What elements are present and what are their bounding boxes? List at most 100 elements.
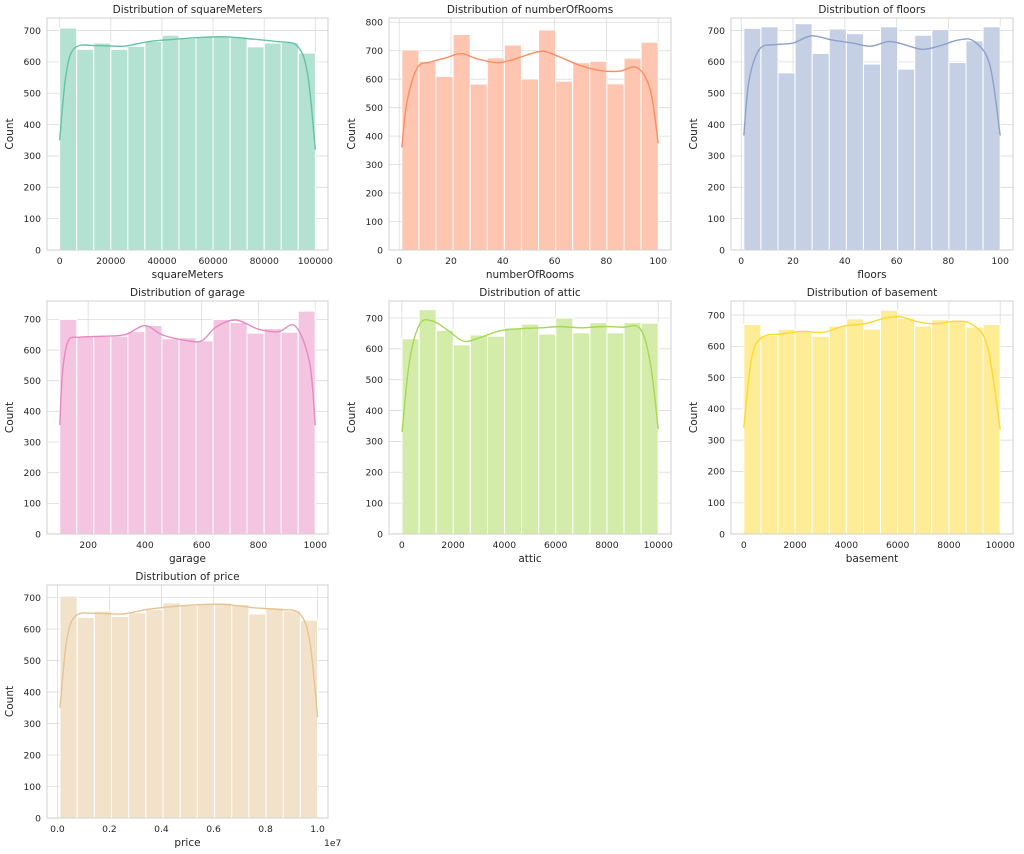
y-axis-label: Count — [688, 118, 700, 149]
histogram-bar — [914, 34, 933, 251]
histogram-bar — [794, 330, 813, 535]
y-tick-label: 0 — [377, 245, 383, 256]
x-tick-label: 20 — [445, 256, 457, 267]
y-tick-label: 500 — [23, 376, 41, 387]
y-tick-label: 200 — [23, 183, 41, 194]
kde-curve — [743, 315, 1001, 430]
y-tick-label: 200 — [23, 750, 41, 761]
histogram-bar — [965, 326, 984, 535]
x-tick-label: 100 — [991, 256, 1009, 267]
y-tick-label: 0 — [35, 245, 41, 256]
y-tick-label: 600 — [23, 624, 41, 635]
histogram-bar — [212, 36, 231, 251]
histogram-bar — [760, 334, 779, 535]
histogram-bar — [127, 331, 146, 535]
histogram-bar — [229, 321, 248, 535]
y-tick-label: 600 — [23, 345, 41, 356]
y-tick-label: 100 — [365, 498, 383, 509]
x-tick-label: 60 — [891, 256, 903, 267]
histogram-panel-2: 0 100 200 300 400 500 600 700 800 0 20 40 60 80 100 Dis… — [346, 4, 672, 281]
y-tick-label: 500 — [365, 375, 383, 386]
x-tick-label: 1.0 — [310, 824, 325, 835]
x-tick-label: 1000 — [304, 540, 328, 551]
kde-curve — [401, 50, 659, 148]
x-tick-label: 20 — [787, 256, 799, 267]
y-tick-label: 200 — [23, 468, 41, 479]
y-tick-label: 0 — [35, 813, 41, 824]
y-tick-label: 200 — [365, 468, 383, 479]
y-tick-label: 100 — [23, 782, 41, 793]
histogram-bar — [401, 49, 420, 251]
axes-frame — [730, 17, 1014, 251]
y-axis-label: Count — [4, 686, 16, 717]
y-tick-label: 500 — [707, 89, 725, 100]
x-tick-label: 400 — [136, 540, 154, 551]
y-tick-label: 400 — [23, 407, 41, 418]
histogram-bar — [760, 26, 779, 251]
histogram-bar — [178, 37, 197, 251]
histogram-bar — [606, 332, 625, 535]
x-tick-label: 40 — [497, 256, 509, 267]
histogram-panel-4: 0 100 200 300 400 500 600 700 200 400 600 800 1000 Di… — [4, 287, 329, 565]
histogram-bar — [897, 68, 916, 251]
x-tick-label: 40 — [839, 256, 851, 267]
x-tick-label: 60 — [549, 256, 561, 267]
histogram-bar — [538, 29, 557, 251]
histogram-bar — [229, 36, 248, 251]
histogram-bar — [110, 48, 129, 251]
histogram-bar — [931, 319, 950, 535]
y-tick-label: 0 — [719, 529, 725, 540]
x-tick-label: 2000 — [441, 540, 465, 551]
x-tick-label: 8000 — [595, 540, 619, 551]
kde-curve — [59, 603, 319, 718]
y-tick-label: 500 — [23, 89, 41, 100]
histogram-bar — [195, 340, 214, 535]
histogram-bar — [572, 62, 591, 251]
histogram-bar — [982, 323, 1001, 535]
x-tick-label: 100 — [649, 256, 667, 267]
axes-frame — [46, 584, 329, 819]
histogram-bar — [178, 337, 197, 535]
chart-title: Distribution of floors — [818, 4, 925, 16]
histogram-bar — [948, 320, 967, 535]
histogram-bar — [880, 309, 899, 535]
histogram-bar — [589, 60, 608, 251]
histogram-bar — [606, 83, 625, 251]
x-offset-label: 1e7 — [324, 838, 341, 849]
histogram-bar — [93, 610, 113, 819]
histogram-bar — [982, 26, 1001, 251]
histogram-bar — [246, 332, 265, 535]
histogram-bar — [231, 604, 250, 819]
histogram-bar — [777, 72, 796, 251]
y-axis-label: Count — [688, 402, 700, 433]
histogram-bar — [162, 602, 181, 819]
histogram-bar — [469, 334, 488, 535]
y-tick-label: 300 — [365, 160, 383, 171]
y-tick-label: 600 — [707, 342, 725, 353]
y-tick-label: 300 — [23, 151, 41, 162]
histogram-bar — [897, 317, 916, 535]
histogram-bar — [110, 335, 129, 535]
histogram-bar — [179, 604, 198, 819]
histogram-bar — [246, 46, 265, 251]
histogram-bar — [263, 328, 282, 535]
y-tick-label: 100 — [707, 498, 725, 509]
histogram-bar — [623, 322, 642, 535]
x-tick-label: 0.4 — [154, 824, 169, 835]
histogram-bar — [504, 327, 523, 535]
histogram-bar — [555, 317, 574, 535]
axes-frame — [388, 300, 672, 535]
y-tick-label: 100 — [365, 217, 383, 228]
y-tick-label: 100 — [707, 214, 725, 225]
x-tick-label: 10000 — [986, 540, 1015, 551]
histogram-bar — [538, 333, 557, 535]
chart-title: Distribution of price — [135, 571, 239, 583]
histogram-bar — [76, 48, 95, 251]
kde-curve — [58, 36, 317, 150]
y-tick-label: 400 — [23, 120, 41, 131]
x-tick-label: 0 — [738, 256, 744, 267]
histogram-bar — [248, 613, 267, 819]
histogram-bar — [76, 616, 95, 819]
y-axis-label: Count — [346, 402, 358, 433]
y-tick-label: 700 — [707, 310, 725, 321]
